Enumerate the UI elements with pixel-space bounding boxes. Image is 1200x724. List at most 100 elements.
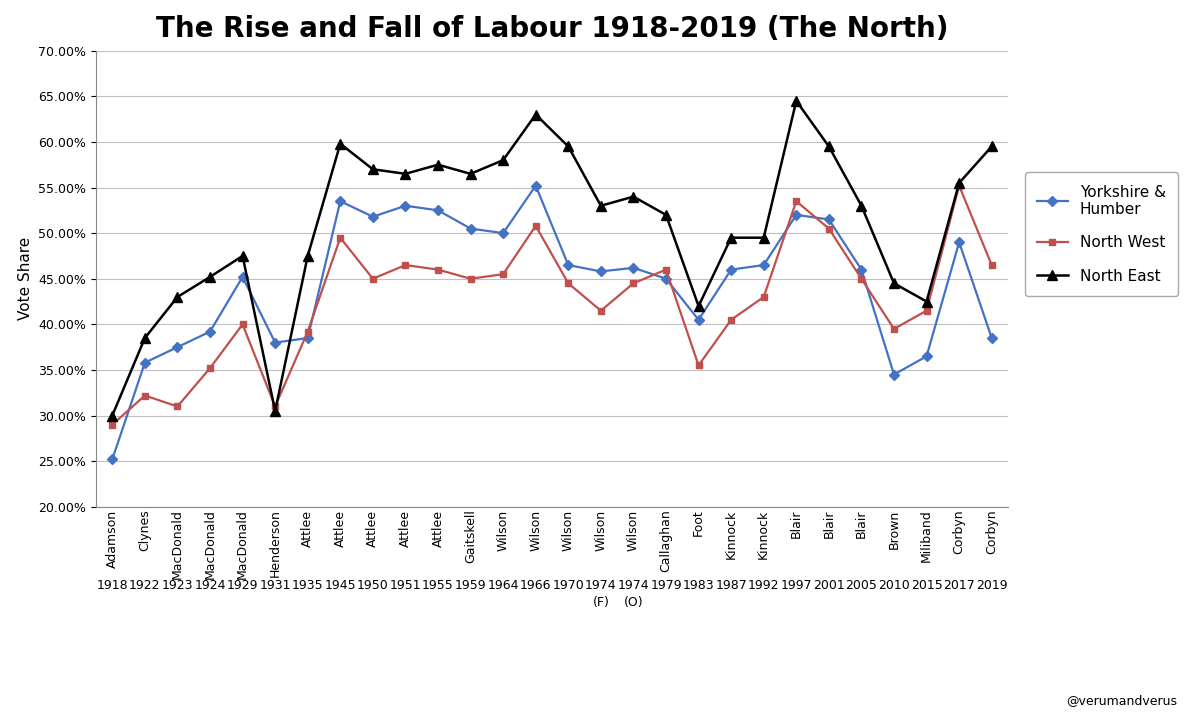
- North East: [235, 252, 250, 261]
- Text: 1945: 1945: [324, 579, 356, 592]
- North West: [496, 270, 510, 279]
- North West: [626, 279, 641, 287]
- North East: [952, 179, 966, 188]
- Yorkshire &
Humber: [919, 352, 934, 361]
- North West: [366, 274, 380, 283]
- Yorkshire &
Humber: [170, 343, 185, 352]
- North West: [106, 421, 120, 429]
- North East: [562, 142, 576, 151]
- North West: [334, 233, 348, 242]
- North East: [691, 302, 706, 311]
- Y-axis label: Vote Share: Vote Share: [18, 237, 32, 320]
- Yorkshire &
Humber: [366, 212, 380, 221]
- Text: 1955: 1955: [422, 579, 454, 592]
- Text: 1992: 1992: [748, 579, 780, 592]
- North East: [268, 407, 282, 416]
- North West: [235, 320, 250, 329]
- North West: [724, 316, 738, 324]
- North East: [594, 201, 608, 210]
- North West: [138, 391, 152, 400]
- North East: [756, 233, 770, 242]
- North East: [626, 193, 641, 201]
- North East: [398, 169, 413, 178]
- Text: 1924: 1924: [194, 579, 226, 592]
- Yorkshire &
Humber: [887, 370, 901, 379]
- Text: 1974: 1974: [618, 579, 649, 592]
- North West: [562, 279, 576, 287]
- Text: 1970: 1970: [552, 579, 584, 592]
- Text: 1918: 1918: [96, 579, 128, 592]
- North West: [756, 292, 770, 301]
- North West: [887, 324, 901, 333]
- Yorkshire &
Humber: [300, 334, 314, 342]
- Text: ✈: ✈: [1007, 689, 1027, 712]
- North East: [431, 160, 445, 169]
- North East: [984, 142, 998, 151]
- Yorkshire &
Humber: [431, 206, 445, 214]
- Yorkshire &
Humber: [822, 215, 836, 224]
- Yorkshire &
Humber: [562, 261, 576, 269]
- North West: [268, 402, 282, 411]
- Text: 2010: 2010: [878, 579, 910, 592]
- North East: [334, 140, 348, 148]
- Text: 1923: 1923: [162, 579, 193, 592]
- North East: [106, 411, 120, 420]
- Yorkshire &
Humber: [235, 272, 250, 281]
- North East: [887, 279, 901, 287]
- Yorkshire &
Humber: [528, 181, 542, 190]
- Text: 1983: 1983: [683, 579, 714, 592]
- Line: Yorkshire &
Humber: Yorkshire & Humber: [109, 182, 995, 463]
- North West: [919, 306, 934, 315]
- Text: 2001: 2001: [812, 579, 845, 592]
- North West: [984, 261, 998, 269]
- North East: [138, 334, 152, 342]
- Text: 1997: 1997: [780, 579, 812, 592]
- North West: [463, 274, 478, 283]
- North East: [919, 297, 934, 306]
- North West: [203, 363, 217, 372]
- Text: 1951: 1951: [390, 579, 421, 592]
- Title: The Rise and Fall of Labour 1918-2019 (The North): The Rise and Fall of Labour 1918-2019 (T…: [156, 14, 948, 43]
- Yorkshire &
Humber: [463, 224, 478, 233]
- North West: [431, 265, 445, 274]
- Text: 1935: 1935: [292, 579, 324, 592]
- Text: 1950: 1950: [356, 579, 389, 592]
- Text: 1929: 1929: [227, 579, 258, 592]
- Text: 1979: 1979: [650, 579, 682, 592]
- North East: [724, 233, 738, 242]
- Yorkshire &
Humber: [398, 201, 413, 210]
- Yorkshire &
Humber: [724, 265, 738, 274]
- Legend: Yorkshire &
Humber, North West, North East: Yorkshire & Humber, North West, North Ea…: [1025, 172, 1178, 296]
- Yorkshire &
Humber: [203, 327, 217, 336]
- North West: [822, 224, 836, 233]
- North West: [300, 327, 314, 336]
- North West: [952, 181, 966, 190]
- Yorkshire &
Humber: [691, 316, 706, 324]
- North West: [398, 261, 413, 269]
- North East: [528, 110, 542, 119]
- Text: 2005: 2005: [846, 579, 877, 592]
- Text: @verumandverus: @verumandverus: [1067, 694, 1177, 707]
- Yorkshire &
Humber: [268, 338, 282, 347]
- North West: [528, 222, 542, 230]
- Yorkshire &
Humber: [952, 238, 966, 247]
- North West: [170, 402, 185, 411]
- Line: North West: North West: [109, 182, 995, 428]
- Text: 2015: 2015: [911, 579, 942, 592]
- North West: [659, 265, 673, 274]
- North West: [854, 274, 869, 283]
- Yorkshire &
Humber: [756, 261, 770, 269]
- Text: 1964: 1964: [487, 579, 518, 592]
- Text: 1931: 1931: [259, 579, 290, 592]
- Yorkshire &
Humber: [594, 267, 608, 276]
- North East: [790, 96, 804, 105]
- Yorkshire &
Humber: [138, 358, 152, 367]
- Text: 1922: 1922: [130, 579, 161, 592]
- North West: [594, 306, 608, 315]
- North East: [463, 169, 478, 178]
- Line: North East: North East: [108, 96, 996, 421]
- Text: 1987: 1987: [715, 579, 748, 592]
- Text: 1959: 1959: [455, 579, 486, 592]
- North East: [659, 211, 673, 219]
- North East: [854, 201, 869, 210]
